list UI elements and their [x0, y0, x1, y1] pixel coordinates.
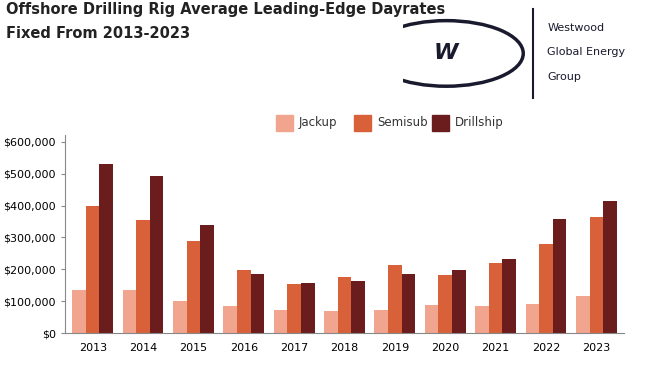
Bar	[86, 206, 99, 333]
Bar	[438, 275, 452, 333]
Bar	[374, 310, 388, 333]
Bar	[173, 301, 187, 333]
Text: Drillship: Drillship	[455, 116, 504, 129]
Bar	[99, 164, 113, 333]
Text: Fixed From 2013-2023: Fixed From 2013-2023	[6, 26, 190, 41]
Bar	[301, 283, 315, 333]
Bar	[526, 304, 539, 333]
Bar	[150, 176, 163, 333]
Text: Group: Group	[547, 72, 581, 82]
Bar	[287, 284, 301, 333]
Bar	[425, 305, 438, 333]
Bar	[388, 265, 402, 333]
Bar	[576, 296, 590, 333]
Bar	[274, 310, 287, 333]
Bar	[539, 244, 552, 333]
Bar	[552, 219, 566, 333]
Bar	[187, 240, 200, 333]
Bar	[590, 217, 603, 333]
Bar	[452, 270, 465, 333]
Text: Jackup: Jackup	[299, 116, 337, 129]
Text: Global Energy: Global Energy	[547, 48, 625, 57]
Text: W: W	[434, 44, 458, 63]
Bar	[224, 306, 237, 333]
Bar	[251, 274, 264, 333]
Bar	[338, 277, 351, 333]
Bar	[200, 225, 214, 333]
Bar	[72, 290, 86, 333]
Text: Westwood: Westwood	[547, 23, 604, 33]
Text: Semisub: Semisub	[377, 116, 428, 129]
Bar	[351, 281, 365, 333]
Bar	[136, 220, 150, 333]
Text: Offshore Drilling Rig Average Leading-Edge Dayrates: Offshore Drilling Rig Average Leading-Ed…	[6, 2, 446, 17]
Bar	[502, 259, 516, 333]
Bar	[402, 274, 415, 333]
Bar	[324, 311, 338, 333]
Bar	[489, 263, 502, 333]
Bar	[475, 306, 489, 333]
Bar	[237, 270, 251, 333]
Bar	[123, 290, 136, 333]
Bar	[603, 201, 617, 333]
